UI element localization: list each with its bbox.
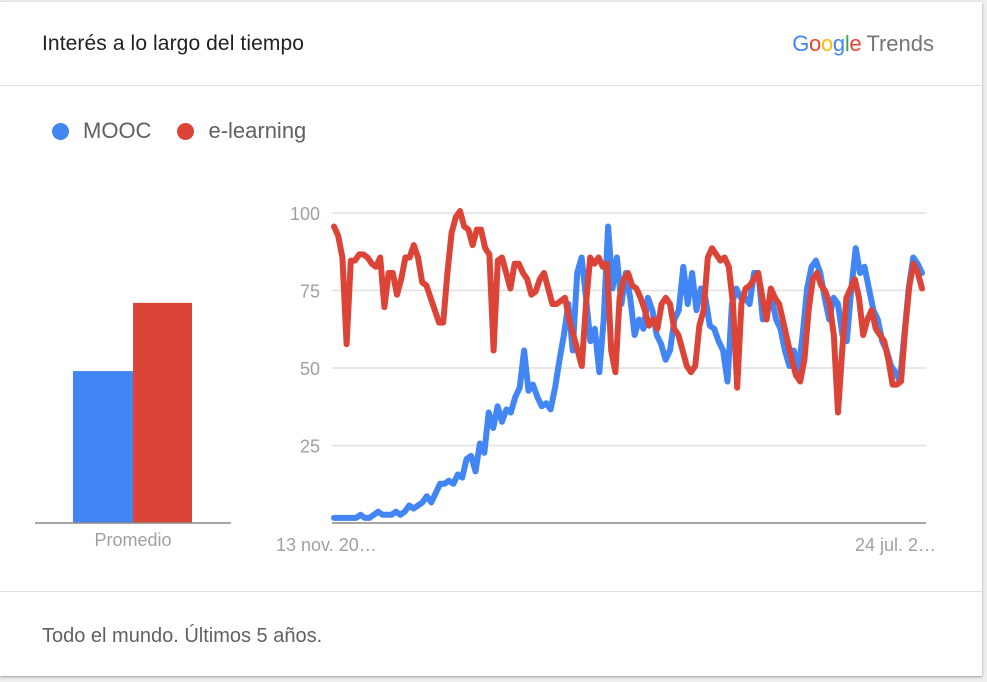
legend-item-mooc[interactable]: MOOC [52,118,151,144]
card-title: Interés a lo largo del tiempo [42,32,305,55]
google-trends-logo[interactable]: Google Trends [792,31,934,57]
card-footer: Todo el mundo. Últimos 5 años. [0,591,982,676]
x-tick-end: 24 jul. 2… [855,535,936,555]
brand-letter: o [820,31,833,56]
y-tick-label: 25 [300,437,320,457]
trends-wordmark: Trends [866,31,934,56]
legend-label: MOOC [83,118,152,143]
y-tick-label: 50 [300,359,320,379]
legend-label: e-learning [208,118,307,143]
chart-legend: MOOC e-learning [52,118,332,144]
legend-dot-icon [52,122,69,140]
y-tick-label: 75 [300,282,320,302]
average-label: Promedio [94,530,171,550]
y-axis-labels: 25 50 75 100 [290,204,320,457]
region-timeframe-label: Todo el mundo. Últimos 5 años. [42,625,323,647]
card-header: Interés a lo largo del tiempo Google Tre… [0,2,982,86]
line-chart: 25 50 75 100 13 nov. 20… 24 jul. 2… [276,204,936,555]
brand-letter: e [849,31,862,56]
legend-item-e-learning[interactable]: e-learning [177,118,306,144]
brand-letter: o [809,31,821,56]
brand-letter: l [844,31,850,56]
y-tick-label: 100 [290,204,320,224]
average-bar-e-learning[interactable] [133,302,192,523]
legend-dot-icon [177,122,195,140]
e-learning-line[interactable] [331,208,925,416]
average-bar-chart: Promedio [35,302,231,550]
brand-letter: g [832,31,845,56]
average-bar-mooc[interactable] [73,371,133,523]
google-wordmark: Google [792,31,861,57]
chart-canvas: Promedio 25 50 75 100 13 nov. 20… 24 jul. 2… [35,204,936,555]
x-tick-start: 13 nov. 20… [276,535,377,555]
brand-letter: G [792,31,809,56]
